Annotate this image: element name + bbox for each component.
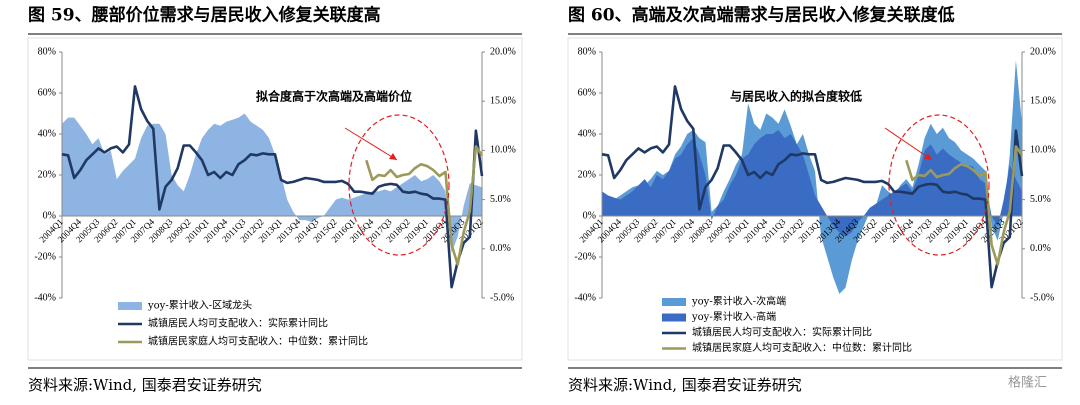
legend-label: yoy-累计收入-区域龙头 bbox=[147, 299, 252, 312]
y2-tick-label: 20.0% bbox=[490, 46, 516, 57]
highlight-ellipse bbox=[888, 114, 990, 256]
legend-label: 城镇居民人均可支配收入：实际累计同比 bbox=[692, 326, 872, 339]
chart-title: 图 59、腰部价位需求与居民收入修复关联度高 bbox=[28, 5, 381, 26]
y2-tick-label: 20.0% bbox=[1030, 46, 1056, 57]
legend-label: 城镇居民家庭人均可支配收入：中位数：累计同比 bbox=[692, 341, 912, 354]
arrow-head bbox=[924, 153, 932, 160]
y-tick-label: -40% bbox=[574, 292, 596, 303]
y2-tick-label: 15.0% bbox=[490, 95, 516, 106]
watermark: 格隆汇 bbox=[1008, 375, 1047, 391]
chart-frame bbox=[567, 37, 1063, 361]
y-tick-label: 80% bbox=[38, 46, 56, 57]
y2-tick-label: -5.0% bbox=[490, 292, 514, 303]
y-tick-label: 60% bbox=[578, 87, 596, 98]
chart-title: 图 60、高端及次高端需求与居民收入修复关联度低 bbox=[568, 5, 955, 26]
plot bbox=[62, 113, 482, 253]
annotation: 与居民收入的拟合度较低 bbox=[730, 89, 862, 104]
legend-label: 城镇居民人均可支配收入：实际累计同比 bbox=[148, 317, 328, 330]
plot bbox=[602, 60, 1022, 294]
y2-tick-label: 10.0% bbox=[490, 145, 516, 156]
y2-tick-label: -5.0% bbox=[1030, 292, 1054, 303]
y-tick-label: 80% bbox=[578, 46, 596, 57]
line-series bbox=[365, 145, 484, 266]
area-series bbox=[602, 60, 1022, 294]
annotation-arrow bbox=[344, 127, 398, 161]
y-tick-label: 0% bbox=[43, 210, 56, 221]
legend-swatch bbox=[662, 313, 686, 322]
y2-tick-label: 0.0% bbox=[490, 243, 511, 254]
area-series bbox=[62, 113, 482, 253]
y-tick-label: -20% bbox=[34, 251, 56, 262]
y2-tick-label: 5.0% bbox=[1030, 194, 1051, 205]
y-tick-label: 20% bbox=[578, 169, 596, 180]
source: 资料来源:Wind, 国泰君安证券研究 bbox=[28, 376, 262, 394]
chart-frame bbox=[27, 37, 523, 361]
highlight-ellipse bbox=[348, 114, 450, 256]
y-tick-label: 20% bbox=[38, 169, 56, 180]
y-tick-label: 40% bbox=[578, 128, 596, 139]
annotation-arrow bbox=[884, 127, 933, 161]
y-tick-label: 0% bbox=[583, 210, 596, 221]
legend-swatch bbox=[662, 298, 686, 306]
y2-tick-label: 10.0% bbox=[1030, 145, 1056, 156]
y-tick-label: 60% bbox=[38, 87, 56, 98]
legend-label: 城镇居民家庭人均可支配收入：中位数：累计同比 bbox=[148, 335, 368, 348]
legend-label: yoy-累计收入-次高端 bbox=[691, 295, 786, 308]
y2-tick-label: 0.0% bbox=[1030, 243, 1051, 254]
legend-label: yoy-累计收入-高端 bbox=[691, 310, 776, 323]
arrow-head bbox=[389, 153, 397, 160]
source: 资料来源:Wind, 国泰君安证券研究 bbox=[568, 376, 802, 394]
y-tick-label: -20% bbox=[574, 251, 596, 262]
annotation: 拟合度高于次高端及高端价位 bbox=[256, 89, 412, 104]
line-series bbox=[905, 145, 1024, 266]
line-series bbox=[601, 85, 1024, 289]
y-tick-label: 40% bbox=[38, 128, 56, 139]
y2-tick-label: 5.0% bbox=[490, 194, 511, 205]
y2-tick-label: 15.0% bbox=[1030, 95, 1056, 106]
area-series bbox=[602, 129, 1022, 237]
y-tick-label: -40% bbox=[34, 292, 56, 303]
legend-swatch bbox=[118, 302, 142, 310]
line-series bbox=[61, 85, 484, 289]
